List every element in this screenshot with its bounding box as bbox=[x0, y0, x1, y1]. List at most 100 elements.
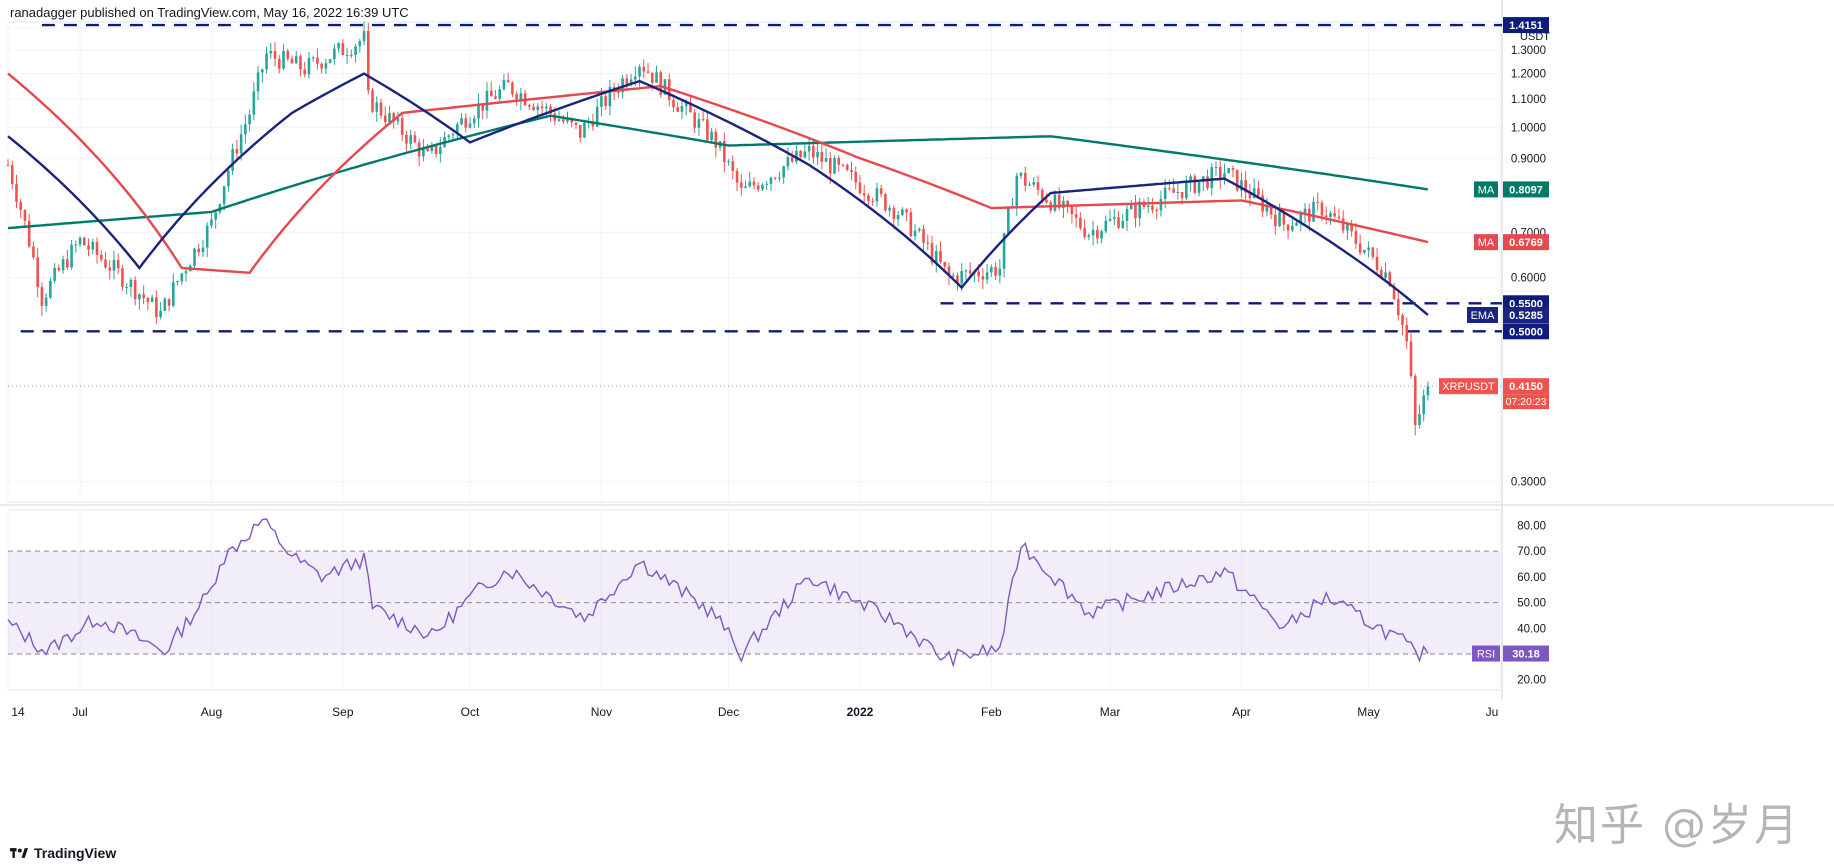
candle-body bbox=[345, 54, 349, 56]
candle-body bbox=[807, 145, 811, 152]
candle-body bbox=[718, 141, 722, 148]
candle-body bbox=[481, 103, 485, 111]
candle-body bbox=[1409, 341, 1413, 376]
candle-body bbox=[583, 122, 586, 138]
price-value-label: 0.8097 bbox=[1509, 184, 1543, 196]
candle-body bbox=[913, 230, 917, 237]
rsi-legend[interactable]: RSI (14, close) 30.18 bbox=[18, 595, 135, 609]
candle-body bbox=[710, 131, 713, 140]
candle-body bbox=[1028, 184, 1031, 186]
candle-body bbox=[244, 124, 247, 135]
candle-body bbox=[557, 119, 561, 121]
candle-body bbox=[642, 66, 646, 72]
price-tag-label: MA bbox=[1478, 184, 1495, 196]
candle-body bbox=[1185, 181, 1188, 199]
candle-body bbox=[1240, 180, 1243, 191]
candle-body bbox=[998, 268, 1002, 276]
candle-body bbox=[1062, 200, 1065, 208]
candle-body bbox=[1176, 191, 1180, 193]
candle-body bbox=[163, 298, 167, 311]
candle-body bbox=[1413, 375, 1417, 425]
candle-body bbox=[10, 165, 14, 184]
price-value-box bbox=[1503, 295, 1549, 312]
ma200-label: MA (200, close, 0) bbox=[18, 74, 115, 88]
candle-body bbox=[129, 280, 133, 287]
candle-body bbox=[227, 170, 230, 187]
ma50-legend[interactable]: MA (50, close, 0) 0.6769 bbox=[18, 44, 152, 58]
ema20-legend[interactable]: EMA (20, close, 0) 0.5285 bbox=[18, 59, 160, 73]
candle-body bbox=[392, 113, 396, 122]
candle-body bbox=[528, 105, 531, 107]
candle-body bbox=[566, 118, 569, 122]
price-tick-label: 1.1000 bbox=[1511, 94, 1546, 106]
rsi-line bbox=[7, 518, 1429, 668]
candle-body bbox=[311, 57, 315, 59]
candle-body bbox=[786, 157, 790, 167]
candle-body bbox=[231, 148, 234, 171]
price-tag-ema bbox=[1467, 307, 1498, 324]
candle-body bbox=[1019, 172, 1023, 176]
candle-body bbox=[307, 58, 311, 75]
candle-body bbox=[735, 170, 739, 183]
candle-body bbox=[968, 270, 972, 274]
candle-body bbox=[413, 135, 417, 143]
candle-body bbox=[61, 259, 65, 271]
candle-body bbox=[1159, 198, 1163, 211]
candle-body bbox=[824, 158, 828, 162]
candle-body bbox=[922, 229, 925, 243]
price-tick-label: 0.9000 bbox=[1511, 153, 1546, 165]
rsi-tick-label: 70.00 bbox=[1517, 546, 1546, 558]
candle-body bbox=[1316, 201, 1320, 203]
price-tick-label: 0.7000 bbox=[1511, 227, 1546, 239]
price-tick-label: 0.6000 bbox=[1511, 273, 1546, 285]
candle-body bbox=[261, 69, 264, 73]
candle-body bbox=[1104, 220, 1108, 232]
candle-body bbox=[871, 200, 874, 202]
candle-body bbox=[125, 286, 128, 288]
candle-body bbox=[66, 259, 69, 268]
publisher-header: ranadagger published on TradingView.com,… bbox=[10, 5, 409, 20]
candle-body bbox=[477, 103, 480, 119]
candle-body bbox=[201, 247, 205, 253]
candle-body bbox=[1007, 208, 1010, 234]
candle-body bbox=[1108, 219, 1112, 221]
candle-body bbox=[536, 106, 540, 111]
candle-body bbox=[1066, 200, 1069, 206]
candle-body bbox=[646, 71, 650, 73]
price-value-box bbox=[1503, 307, 1549, 324]
price-tag-label: EMA bbox=[1471, 310, 1496, 322]
candle-body bbox=[748, 181, 752, 187]
candle-body bbox=[303, 69, 307, 75]
candle-body bbox=[782, 166, 785, 178]
candle-body bbox=[706, 119, 709, 140]
candle-body bbox=[1265, 207, 1269, 212]
candle-body bbox=[680, 106, 684, 112]
candle-body bbox=[1380, 269, 1383, 279]
candle-body bbox=[36, 257, 39, 288]
candle-body bbox=[960, 270, 963, 284]
symbol-name[interactable]: XRP / TetherUS, 1D, BINANCE bbox=[18, 28, 185, 42]
candle-body bbox=[926, 242, 930, 244]
candle-body bbox=[439, 147, 442, 154]
candle-body bbox=[790, 157, 794, 162]
candle-body bbox=[447, 135, 451, 137]
candle-body bbox=[1138, 201, 1142, 219]
candle-body bbox=[1163, 187, 1167, 199]
candle-body bbox=[1087, 235, 1091, 237]
x-tick-label: Feb bbox=[981, 705, 1002, 719]
tradingview-logo[interactable]: TradingView bbox=[10, 845, 116, 861]
candle-body bbox=[1371, 247, 1375, 257]
candle-body bbox=[1396, 299, 1400, 316]
rsi-tick-label: 40.00 bbox=[1517, 623, 1546, 635]
candle-body bbox=[1197, 181, 1201, 193]
candle-body bbox=[545, 106, 548, 109]
candle-body bbox=[1426, 386, 1430, 396]
candle-body bbox=[1286, 224, 1290, 231]
ma200-legend[interactable]: MA (200, close, 0) 0.8097 bbox=[18, 74, 159, 88]
candle-body bbox=[290, 58, 294, 64]
candle-body bbox=[663, 79, 667, 95]
candle-body bbox=[235, 148, 239, 154]
candle-body bbox=[769, 177, 773, 184]
candle-body bbox=[489, 90, 493, 97]
